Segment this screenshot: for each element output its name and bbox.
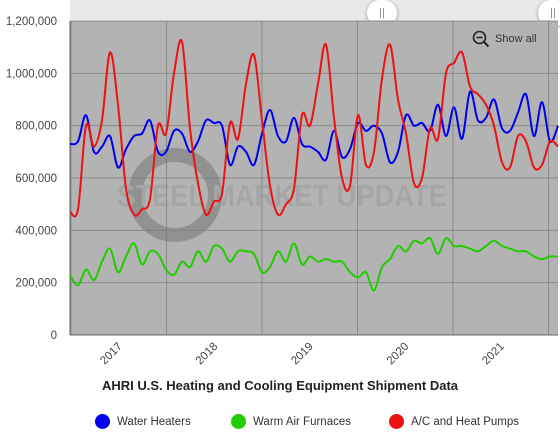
y-tick-label: 1,000,000 [6,68,57,80]
watermark-logo: STEEL MARKET UPDATE [117,148,447,242]
series-line-warm-air-furnaces [69,236,559,292]
watermark-text: STEEL MARKET UPDATE [117,178,447,213]
legend-item-water-heaters[interactable]: Water Heaters [95,414,191,429]
y-tick-label: 600,000 [15,173,57,185]
legend-swatch [231,414,246,429]
legend-label: Water Heaters [117,415,191,428]
y-tick-label: 400,000 [15,225,57,237]
x-tick-label: 2021 [480,341,507,368]
legend-label: Warm Air Furnaces [253,415,351,428]
legend-label: A/C and Heat Pumps [411,415,520,428]
show-all-button[interactable]: Show all [472,30,537,48]
handle-grip: || [379,7,385,19]
legend-swatch [389,414,404,429]
series-line-water-heaters [69,90,559,169]
y-tick-label: 800,000 [15,121,57,133]
show-all-label: Show all [495,33,537,45]
legend-item-warm-air-furnaces[interactable]: Warm Air Furnaces [231,414,351,429]
legend-swatch [95,414,110,429]
x-tick-label: 2020 [385,341,412,368]
zoom-out-icon [472,30,490,48]
navigator-track[interactable] [70,0,558,20]
legend-item-ac-heat-pumps[interactable]: A/C and Heat Pumps [389,414,519,429]
chart-title: AHRI U.S. Heating and Cooling Equipment … [101,378,459,393]
y-tick-label: 1,200,000 [6,16,57,28]
x-tick-label: 2019 [289,341,316,368]
y-tick-label: 0 [51,330,57,342]
watermark-ring [128,148,222,242]
x-tick-label: 2018 [194,341,221,368]
legend: Water Heaters Warm Air Furnaces A/C and … [0,414,560,434]
handle-grip: || [550,7,556,19]
y-tick-label: 200,000 [15,278,57,290]
series-line-a-c-and-heat-pumps [69,39,559,218]
x-tick-label: 2017 [98,341,125,368]
navigator-right-handle[interactable]: || [538,0,560,26]
